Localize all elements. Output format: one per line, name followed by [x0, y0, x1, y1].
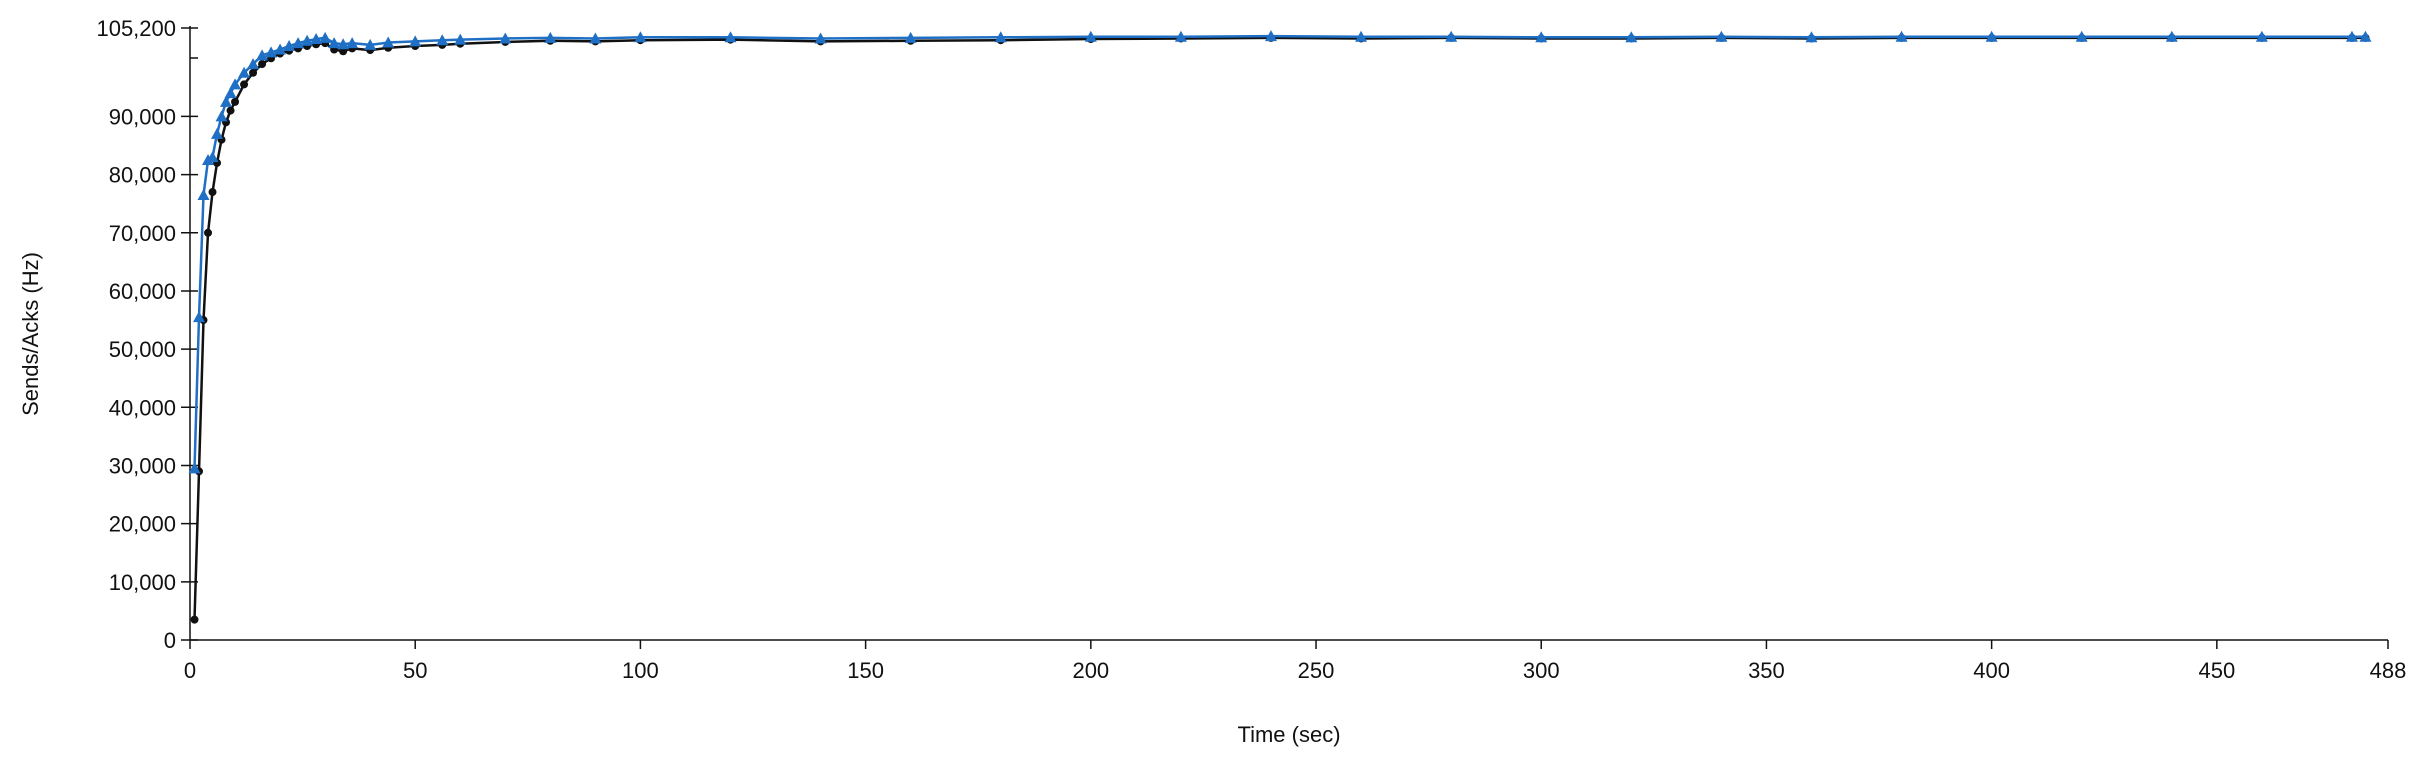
series-circle: [190, 33, 2370, 624]
data-point: [1535, 31, 1548, 43]
data-point: [2165, 30, 2178, 42]
data-point: [226, 106, 235, 115]
y-tick-label: 50,000: [109, 337, 176, 362]
x-tick-label: 488: [2370, 658, 2407, 683]
data-point: [247, 58, 260, 70]
data-point: [258, 60, 267, 69]
data-point: [256, 49, 269, 61]
data-point: [211, 127, 224, 139]
y-tick-label: 0: [164, 628, 176, 653]
data-point: [814, 32, 827, 44]
data-point: [1805, 31, 1818, 43]
data-point: [204, 228, 213, 237]
data-point: [2359, 30, 2372, 42]
y-tick-label: 20,000: [109, 512, 176, 537]
data-point: [238, 66, 251, 78]
data-point: [224, 87, 237, 99]
data-point: [1895, 30, 1908, 42]
data-point: [1625, 31, 1638, 43]
y-tick-label: 40,000: [109, 395, 176, 420]
x-tick-label: 100: [622, 658, 659, 683]
data-point: [208, 188, 217, 197]
data-point: [1445, 30, 1458, 42]
data-point: [188, 462, 201, 474]
data-point: [1985, 30, 1998, 42]
y-tick-label: 70,000: [109, 221, 176, 246]
y-axis-title: Sends/Acks (Hz): [18, 252, 43, 416]
data-point: [292, 37, 305, 49]
y-tick-label: 80,000: [109, 163, 176, 188]
data-point: [499, 32, 512, 44]
data-point: [215, 110, 228, 122]
data-point: [2345, 30, 2358, 42]
data-point: [454, 33, 467, 45]
data-point: [274, 43, 287, 55]
x-tick-label: 150: [847, 658, 884, 683]
data-point: [265, 46, 278, 58]
data-point: [634, 31, 647, 43]
series-layer: [188, 30, 2372, 624]
data-point: [190, 615, 199, 624]
x-tick-label: 400: [1973, 658, 2010, 683]
x-tick-label: 250: [1298, 658, 1335, 683]
data-point: [724, 31, 737, 43]
data-point: [283, 40, 296, 52]
data-point: [1264, 30, 1277, 42]
data-point: [589, 32, 602, 44]
data-point: [249, 68, 258, 77]
series-line: [193, 34, 2366, 469]
data-point: [240, 80, 249, 89]
x-tick-label: 50: [403, 658, 427, 683]
data-point: [382, 36, 395, 48]
data-point: [1715, 30, 1728, 42]
x-tick-label: 200: [1072, 658, 1109, 683]
axes: [189, 26, 2388, 641]
data-point: [904, 31, 917, 43]
data-point: [364, 38, 377, 50]
x-tick-label: 350: [1748, 658, 1785, 683]
data-point: [2075, 30, 2088, 42]
data-point: [231, 97, 240, 106]
ticks: 0 50 100 150 200 250 300 350 400 450 488 0 10,000 20,…: [96, 16, 2406, 683]
data-point: [1084, 30, 1097, 42]
x-tick-label: 300: [1523, 658, 1560, 683]
x-tick-label: 0: [184, 658, 196, 683]
data-point: [544, 31, 557, 43]
y-tick-label: 90,000: [109, 104, 176, 129]
data-point: [319, 31, 332, 43]
data-point: [1355, 30, 1368, 42]
series-triangle: [188, 30, 2372, 474]
data-point: [328, 37, 341, 49]
y-tick-label: 60,000: [109, 279, 176, 304]
x-tick-label: 450: [2198, 658, 2235, 683]
data-point: [229, 78, 242, 90]
data-point: [301, 34, 314, 46]
data-point: [220, 95, 233, 107]
y-tick-label: 105,200: [96, 16, 176, 41]
y-tick-label: 10,000: [109, 570, 176, 595]
data-point: [206, 151, 219, 163]
data-point: [2255, 30, 2268, 42]
data-point: [346, 37, 359, 49]
data-point: [337, 38, 350, 50]
data-point: [310, 33, 323, 45]
data-point: [197, 188, 210, 200]
data-point: [409, 35, 422, 47]
data-point: [436, 34, 449, 46]
x-axis-title: Time (sec): [1237, 722, 1340, 747]
data-point: [193, 311, 206, 323]
series-line: [193, 36, 2366, 620]
data-point: [1174, 30, 1187, 42]
y-tick-label: 30,000: [109, 453, 176, 478]
data-point: [994, 31, 1007, 43]
